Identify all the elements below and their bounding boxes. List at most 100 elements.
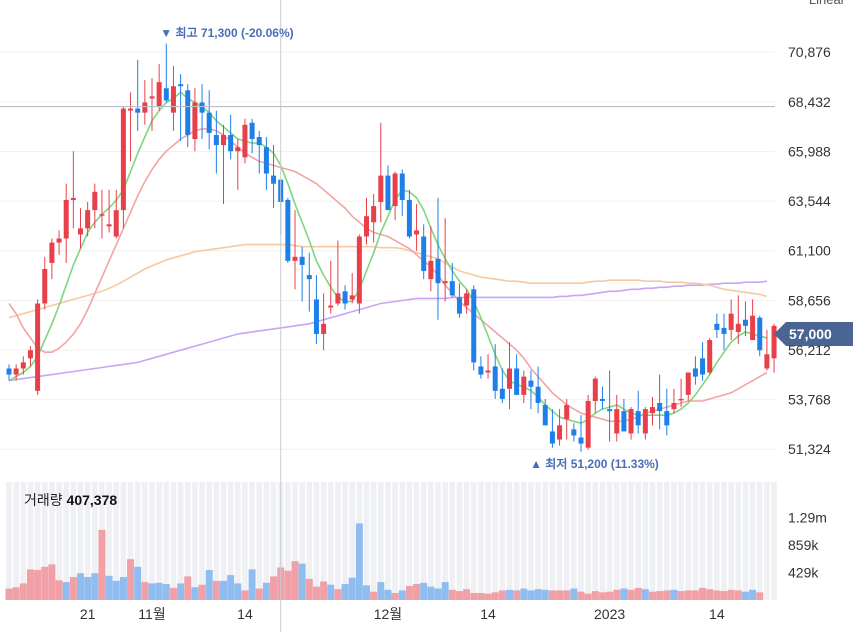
candle-body xyxy=(406,199,412,237)
candle-body xyxy=(507,368,512,389)
volume-slot xyxy=(678,482,684,600)
candle-body xyxy=(742,319,748,326)
volume-slot xyxy=(170,482,177,600)
volume-bar xyxy=(248,569,256,600)
volume-slot xyxy=(270,482,277,600)
candle-body xyxy=(42,268,48,304)
candle-body xyxy=(364,216,369,237)
current-price-badge: 57,000 xyxy=(774,321,853,346)
volume-slot xyxy=(592,482,599,600)
candle-body xyxy=(707,340,713,373)
volume-bar xyxy=(270,576,278,600)
volume-slot xyxy=(149,482,155,600)
volume-bar xyxy=(162,584,170,600)
volume-slot xyxy=(392,482,398,600)
volume-bar xyxy=(484,593,492,600)
candle-body xyxy=(664,411,670,426)
volume-slot xyxy=(621,482,627,600)
volume-slot xyxy=(327,482,334,600)
volume-slot xyxy=(613,482,620,600)
candle-body xyxy=(163,88,169,101)
candle-body xyxy=(299,256,305,265)
volume-slot xyxy=(92,482,98,600)
volume-slot xyxy=(692,482,699,600)
candle-body xyxy=(271,175,277,184)
volume-slot xyxy=(177,482,184,600)
volume-bar xyxy=(19,583,27,600)
candle-body xyxy=(750,315,756,341)
volume-bar xyxy=(169,587,177,600)
volume-slot xyxy=(156,482,162,600)
volume-slot xyxy=(213,482,220,600)
candle-body xyxy=(213,134,219,146)
volume-bar xyxy=(606,591,614,600)
candle-body xyxy=(692,368,698,377)
y-tick-label: 58,656 xyxy=(788,292,831,308)
candle-body xyxy=(78,228,83,235)
volume-bar xyxy=(98,529,106,600)
volume-bar xyxy=(220,580,227,600)
volume-bar xyxy=(527,590,535,600)
volume-slot xyxy=(292,482,298,600)
volume-slot xyxy=(492,482,498,600)
candle-body xyxy=(120,108,126,211)
candle-body xyxy=(456,297,462,314)
volume-bar xyxy=(355,523,363,600)
candle-body xyxy=(13,368,19,375)
candle-body xyxy=(149,96,155,99)
volume-slot xyxy=(34,482,41,600)
candle-body xyxy=(313,299,319,334)
volume-slot xyxy=(649,482,656,600)
axes: 70,876 68,432 65,988 63,544 61,100 58,656 56,2… xyxy=(24,0,846,622)
x-tick-label: 14 xyxy=(709,606,725,622)
volume-bar xyxy=(127,559,135,600)
volume-slot xyxy=(70,482,77,600)
volume-slot xyxy=(714,482,720,600)
candle-body xyxy=(492,366,498,391)
candle-body xyxy=(571,429,577,436)
candle-body xyxy=(685,372,691,395)
ma60-line xyxy=(8,243,768,319)
candle-body xyxy=(499,388,505,399)
volume-bar xyxy=(34,570,42,600)
volume-slot xyxy=(771,482,777,600)
volume-bar xyxy=(48,564,56,600)
y-tick-label: 51,324 xyxy=(788,441,831,457)
volume-bar xyxy=(291,561,299,600)
volume-bar xyxy=(691,590,699,600)
volume-bar xyxy=(570,588,578,600)
volume-slot xyxy=(184,482,191,600)
candle-body xyxy=(757,317,763,351)
volume-bar xyxy=(663,590,671,600)
volume-slot xyxy=(728,482,734,600)
volume-bar xyxy=(155,582,163,600)
candle-body xyxy=(678,398,684,401)
y-tick-label: 61,100 xyxy=(788,243,831,259)
volume-bar xyxy=(341,584,349,600)
candle-body xyxy=(442,281,448,284)
x-tick-label: 14 xyxy=(237,606,253,622)
candle-body xyxy=(20,362,26,369)
candle-body xyxy=(764,354,770,369)
volume-bar xyxy=(55,580,63,600)
volume-slot xyxy=(41,482,48,600)
volume-slot xyxy=(192,482,198,600)
volume-bar xyxy=(284,570,292,600)
volume-slot xyxy=(335,482,341,600)
volume-bar xyxy=(541,589,549,600)
volume-caption-value: 407,378 xyxy=(67,492,118,508)
candle-body xyxy=(235,147,241,152)
volume-bar xyxy=(205,570,213,600)
volume-bar xyxy=(577,591,585,600)
candle-body xyxy=(306,275,312,280)
volume-slot xyxy=(449,482,456,600)
volume-bar xyxy=(670,589,678,600)
volume-bar xyxy=(741,591,749,600)
volume-tick-label: 429k xyxy=(788,565,819,581)
candle-body xyxy=(385,175,391,211)
volume-slot xyxy=(442,482,448,600)
y-tick-label: 53,768 xyxy=(788,392,831,408)
volume-bar xyxy=(119,577,127,600)
volume-bar xyxy=(749,589,757,600)
